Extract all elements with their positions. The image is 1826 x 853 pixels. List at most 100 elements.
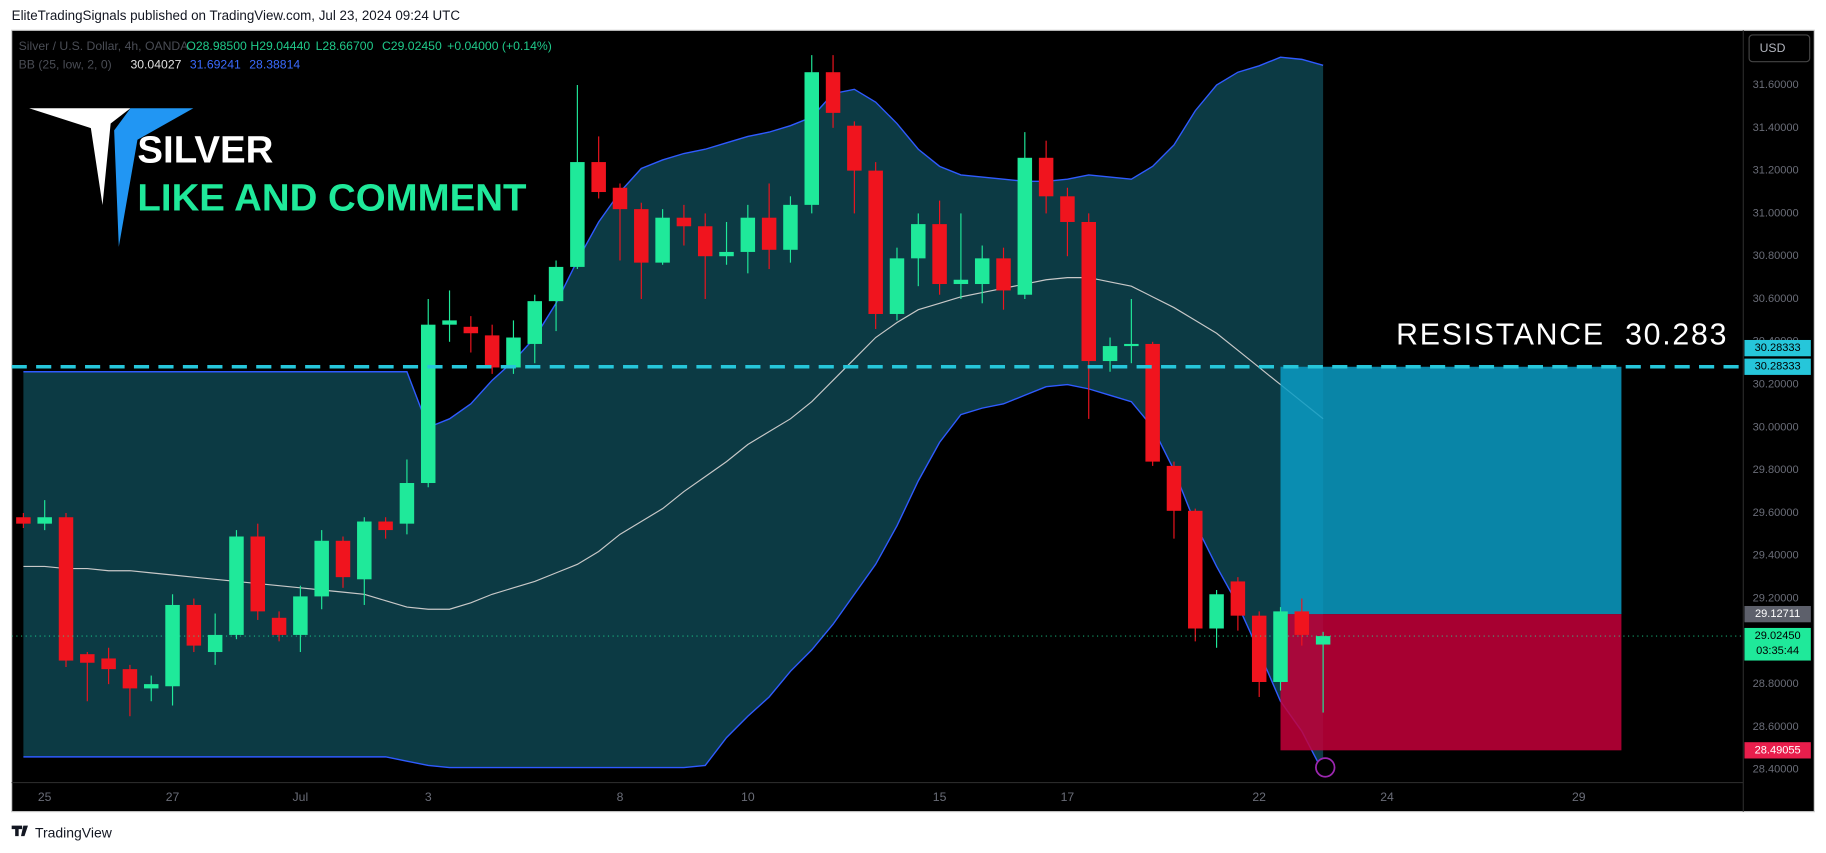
y-tick-label: 30.60000 — [1753, 293, 1799, 305]
candle-body — [719, 251, 734, 257]
candle-body — [80, 654, 95, 663]
target-tag: 30.28333 — [1755, 361, 1801, 373]
candle-body — [1251, 615, 1267, 682]
candle-body — [1315, 636, 1331, 645]
candle-body — [868, 170, 883, 314]
currency-button[interactable] — [1748, 34, 1811, 63]
stop-tag-bg — [1744, 742, 1811, 759]
band-line — [23, 56, 1324, 429]
indicator-upper: 31.69241 — [190, 57, 241, 71]
x-tick-label: 15 — [933, 790, 947, 804]
candle-body — [484, 335, 500, 368]
candle-body — [1145, 343, 1160, 462]
resistance-tag: 30.28333 — [1755, 342, 1801, 354]
candle-body — [506, 337, 521, 368]
candle-body — [186, 604, 202, 646]
candle-body — [1188, 510, 1203, 629]
x-tick-label: 8 — [617, 790, 624, 804]
publish-header: EliteTradingSignals published on Trading… — [12, 8, 461, 23]
y-tick-label: 30.20000 — [1753, 379, 1799, 391]
candle-body — [420, 324, 436, 484]
symbol-label: Silver / U.S. Dollar, 4h, OANDA — [19, 39, 190, 53]
candle-body — [399, 483, 415, 524]
candle-body — [1166, 465, 1182, 511]
x-tick-label: 25 — [38, 790, 52, 804]
candle-body — [58, 517, 74, 661]
resistance-label: RESISTANCE 30.283 — [1396, 318, 1728, 351]
annotation-subtitle: LIKE AND COMMENT — [137, 176, 527, 219]
entry-tag: 29.12711 — [1755, 608, 1800, 620]
overlay: SILVER LIKE AND COMMENT Silver / U.S. Do… — [11, 34, 1811, 840]
candle-body — [932, 224, 947, 285]
plot-area — [11, 55, 1744, 773]
candle-body — [1273, 611, 1288, 682]
x-tick-label: 17 — [1061, 790, 1075, 804]
candle-body — [825, 72, 841, 113]
ohlc-close: C29.02450 — [382, 39, 442, 53]
candle-body — [271, 617, 287, 635]
entry-tag-bg — [1744, 605, 1811, 623]
candle-body — [1209, 594, 1224, 629]
y-tick-label: 28.60000 — [1753, 721, 1799, 733]
candle-body — [974, 258, 990, 285]
candle-body — [655, 217, 670, 263]
candle-body — [783, 204, 798, 250]
resistance-tag-bg — [1744, 339, 1811, 357]
footer-logo — [11, 825, 28, 837]
logo-blue — [114, 108, 194, 247]
ohlc-high: H29.04440 — [250, 39, 310, 53]
candle-body — [335, 540, 351, 578]
y-tick-label: 31.20000 — [1753, 165, 1799, 177]
x-tick-label: 22 — [1252, 790, 1266, 804]
candle-body — [591, 162, 606, 193]
candle-body — [612, 187, 628, 210]
y-tick-label: 29.80000 — [1753, 464, 1799, 476]
candle-body — [911, 224, 926, 259]
y-tick-label: 28.40000 — [1753, 764, 1799, 776]
candle-body — [953, 279, 969, 285]
candle-body — [37, 517, 52, 524]
footer-brand: TradingView — [35, 824, 113, 840]
candle-body — [1294, 611, 1310, 635]
target-tag-bg — [1744, 358, 1811, 375]
ohlc-open: O28.98500 — [186, 39, 247, 53]
y-tick-label: 30.00000 — [1753, 421, 1799, 433]
candle-body — [697, 226, 713, 257]
candle-body — [463, 326, 479, 334]
candle-body — [1060, 196, 1075, 222]
candle-body — [122, 669, 138, 689]
x-tick-label: 3 — [425, 790, 432, 804]
candle-body — [378, 521, 393, 531]
y-tick-label: 31.00000 — [1753, 207, 1799, 219]
ohlc-low: L28.66700 — [316, 39, 374, 53]
indicator-lower: 28.38814 — [249, 57, 300, 71]
alert-icon[interactable] — [1315, 757, 1336, 778]
candle-body — [676, 217, 692, 227]
candle-body — [996, 258, 1011, 291]
x-tick-label: 24 — [1380, 790, 1394, 804]
y-tick-label: 31.40000 — [1753, 122, 1799, 134]
candle-body — [143, 684, 159, 689]
y-tick-label: 28.80000 — [1753, 678, 1799, 690]
band-line — [23, 383, 1324, 773]
candle-body — [570, 162, 585, 267]
candle-body — [804, 72, 819, 205]
candle-body — [527, 301, 543, 344]
candle-body — [16, 517, 31, 524]
currency-label[interactable]: USD — [1760, 41, 1786, 55]
ohlc-change: +0.04000 (+0.14%) — [447, 39, 552, 53]
last-price-tag-bg — [1744, 627, 1811, 661]
candle-body — [1102, 346, 1118, 362]
candle-body — [889, 258, 905, 314]
y-tick-label: 29.20000 — [1753, 592, 1799, 604]
x-tick-label: 29 — [1572, 790, 1586, 804]
candle-body — [207, 634, 223, 653]
profit-zone — [1280, 366, 1622, 615]
candle-body — [442, 320, 457, 325]
candle-body — [634, 209, 649, 263]
y-tick-label: 29.60000 — [1753, 507, 1799, 519]
candle-body — [101, 658, 116, 670]
candle-body — [761, 217, 777, 250]
candle-body — [1017, 157, 1033, 295]
